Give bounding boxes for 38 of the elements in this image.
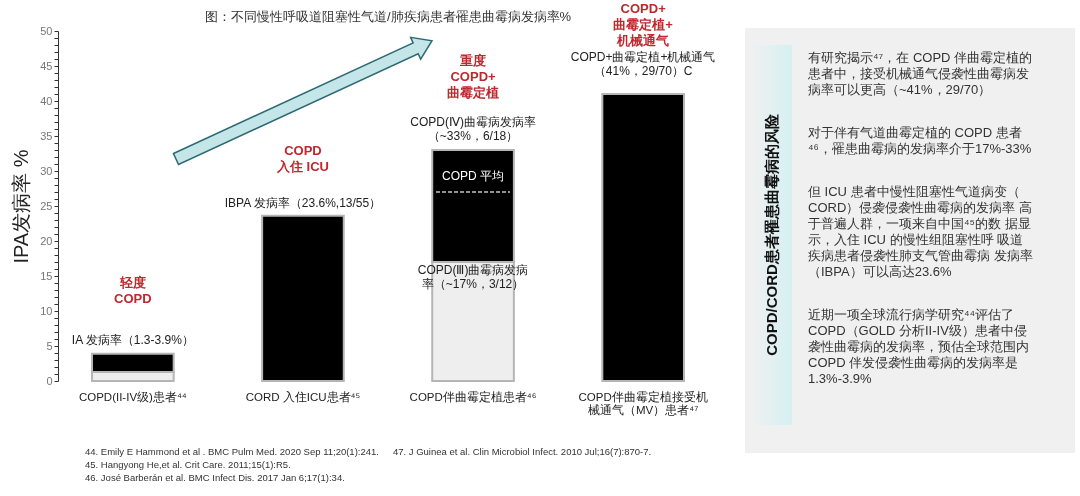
text: 44. Emily E Hammond et al . BMC Pulm Med. 2020 Sep 11;20(1):241. bbox=[85, 446, 379, 459]
bar bbox=[601, 93, 685, 382]
x-tick-label: COPD伴曲霉定植患者⁴⁶ bbox=[409, 389, 537, 403]
chart-title: 图：不同慢性呼吸道阻塞性气道/肺疾病患者罹患曲霉病发病率% bbox=[204, 9, 572, 24]
text: 46. José Barberán et al. BMC Infect Dis. 2017 Jan 6;17(1):34. bbox=[85, 472, 346, 485]
ref-line-label: COPD 平均 bbox=[442, 169, 505, 183]
y-tick-label: 40 bbox=[40, 94, 53, 107]
y-axis-title: IPA发病率 % bbox=[10, 149, 33, 264]
y-tick-label: 5 bbox=[46, 339, 53, 352]
annotation: IBPA 发病率（23.6%,13/55） bbox=[224, 196, 382, 211]
x-tick-label: CORD 入住ICU患者⁴⁵ bbox=[245, 389, 361, 403]
y-tick-label: 15 bbox=[40, 269, 53, 282]
bar bbox=[261, 214, 345, 382]
x-tick-label: COPD(II-IV级)患者⁴⁴ bbox=[78, 390, 187, 403]
x-tick-label: COPD伴曲霉定植接受机械通气（MV）患者⁴⁷ bbox=[578, 389, 708, 417]
y-tick-label: 20 bbox=[40, 234, 53, 247]
text: 47. J Guinea et al. Clin Microbiol Infect. 2010 Jul;16(7):870-7. bbox=[392, 446, 652, 459]
text: 近期一项全球流行病学研究⁴⁴评估了COPD（GOLD 分析II-IV级）患者中侵袭性曲霉病的发病率，预估全球范围内 COPD 伴发侵袭性曲霉病的发病率是 1.3%-3.9% bbox=[808, 307, 1030, 387]
y-tick-label: 25 bbox=[40, 199, 53, 212]
y-tick-label: 35 bbox=[40, 129, 53, 142]
annotation: 轻度COPD bbox=[114, 274, 152, 306]
annotation: COPD(Ⅳ)曲霉病发病率（~33%，6/18） bbox=[410, 115, 536, 144]
annotation: COPD入住 ICU bbox=[275, 143, 329, 175]
y-tick-label: 30 bbox=[40, 164, 53, 177]
y-tick-label: 0 bbox=[46, 374, 53, 387]
y-tick-label: 10 bbox=[40, 304, 53, 317]
y-tick-label: 50 bbox=[40, 24, 53, 37]
text: 但 ICU 患者中慢性阻塞性气道病变（ CORD）侵袭侵袭性曲霉病的发病率 高于普遍人群，一项来自中国⁴⁵的数 据显示，入住 ICU 的慢性组阻塞性呼 吸道疾病患者侵袭性肺支气管曲霉病 发病率（IBPA）可以高达23.6% bbox=[808, 184, 1033, 280]
annotation: IA 发病率（1.3-3.9%） bbox=[71, 332, 194, 347]
text: 对于伴有气道曲霉定植的 COPD 患者⁴⁶，罹患曲霉病的发病率介于17%-33% bbox=[808, 125, 1033, 157]
y-tick-label: 45 bbox=[40, 59, 53, 72]
annotation: COPD+曲霉定植+机械通气 bbox=[613, 1, 674, 48]
text: 45. Hangyong He,et al. Crit Care. 2011;15(1):R5. bbox=[85, 459, 292, 472]
annotation: COPD(Ⅲ)曲霉病发病率（~17%，3/12） bbox=[417, 262, 529, 291]
annotation: COPD+曲霉定植+机械通气（41%，29/70）C bbox=[570, 50, 716, 78]
text: 有研究揭示⁴⁷，在 COPD 伴曲霉定植的患者中，接受机械通气侵袭性曲霉病发病率可以更高（~41%，29/70） bbox=[808, 50, 1033, 98]
text: COPD/CORD患者罹患曲霉病的风险 bbox=[752, 45, 792, 425]
annotation: 重度COPD+曲霉定植 bbox=[447, 52, 500, 100]
